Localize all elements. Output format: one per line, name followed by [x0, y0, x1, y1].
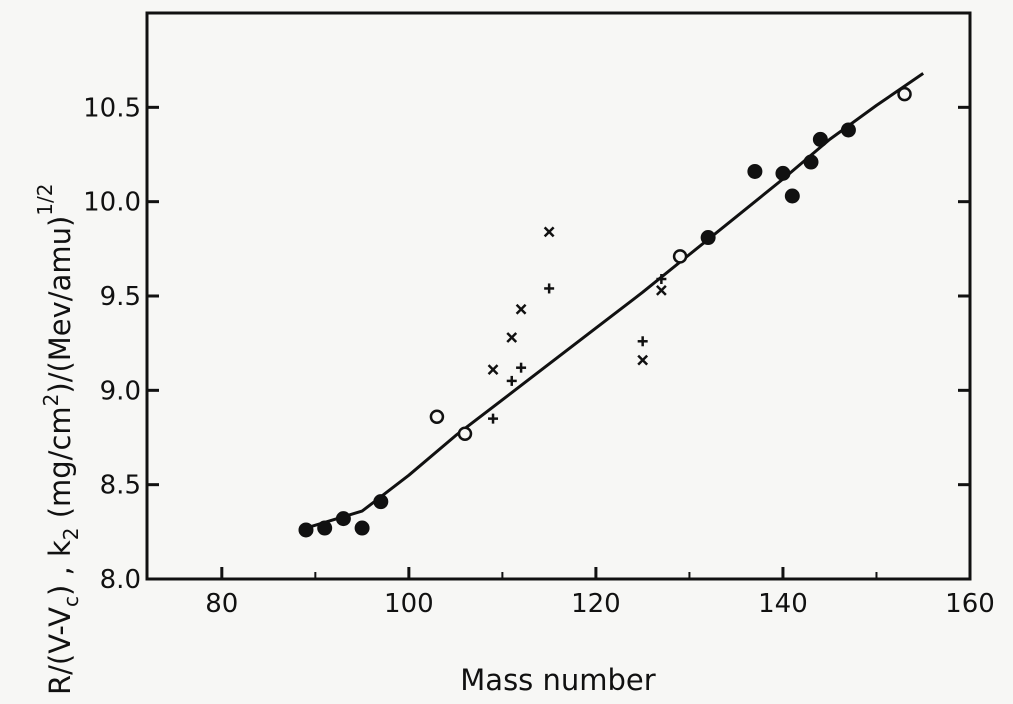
plus-marker-point — [506, 375, 517, 386]
x-marker-point — [487, 364, 499, 375]
filled-circle-point — [354, 520, 370, 536]
y-axis-title: R/(V-Vc) , k2 (mg/cm2)/(Mev/amu)1/2 — [33, 184, 83, 695]
open-circle-point — [429, 409, 445, 424]
y-tick-label: 10.0 — [83, 188, 141, 218]
y-axis-title-mid: ) , k — [43, 540, 77, 596]
y-axis-ticks: 8.0 8.5 9.0 9.5 10.0 10.5 — [83, 93, 970, 595]
plus-marker-point — [516, 362, 527, 373]
open-circle-point — [457, 426, 473, 441]
filled-circle-point — [803, 154, 819, 170]
x-tick-label: 120 — [571, 589, 621, 619]
y-axis-title-main: R/(V-V — [43, 607, 77, 695]
x-marker-point — [655, 284, 667, 296]
plus-marker-point — [637, 336, 648, 347]
filled-circle-point — [775, 165, 791, 181]
y-axis-title-sub-c: c — [59, 596, 83, 607]
plus-marker-point — [488, 413, 499, 424]
filled-circle-point — [784, 188, 800, 204]
y-axis-title-units-close: )/(Mev/amu) — [43, 216, 77, 394]
y-axis-title-sup-2: 2 — [39, 394, 63, 407]
filled-circle-point — [747, 163, 763, 179]
fit-curve-line — [305, 72, 925, 530]
fit-curve-layer — [305, 72, 925, 530]
x-tick-label: 140 — [758, 589, 808, 619]
filled-circle-point — [335, 511, 351, 527]
x-tick-label: 80 — [205, 589, 238, 619]
x-marker-point — [543, 226, 555, 238]
filled-circle-point — [317, 520, 333, 536]
y-axis-title-exponent: 1/2 — [33, 184, 57, 216]
filled-circle-point — [812, 131, 828, 147]
filled-circle-point — [840, 122, 856, 138]
x-axis-title: Mass number — [460, 663, 655, 697]
y-tick-label: 9.5 — [100, 282, 141, 312]
plus-marker-point — [544, 283, 555, 294]
data-marks — [298, 86, 912, 538]
y-tick-label: 8.0 — [100, 565, 141, 595]
x-marker-point — [515, 303, 527, 315]
plus-marker-point — [656, 274, 667, 285]
y-axis-title-units-open: (mg/cm — [43, 406, 77, 527]
x-tick-label: 100 — [384, 589, 434, 619]
x-tick-label: 160 — [945, 589, 995, 619]
y-tick-label: 10.5 — [83, 93, 141, 123]
x-marker-point — [506, 332, 518, 343]
open-circle-point — [897, 86, 912, 102]
filled-circle-point — [298, 522, 314, 538]
x-marker-point — [637, 354, 649, 366]
y-axis-title-sub-2: 2 — [59, 528, 83, 541]
open-circle-point — [672, 249, 688, 264]
filled-circle-point — [700, 230, 716, 246]
y-tick-label: 9.0 — [100, 376, 141, 406]
y-tick-label: 8.5 — [100, 471, 141, 501]
x-axis-ticks: 80 100 120 140 160 — [205, 567, 995, 619]
filled-circle-point — [373, 494, 389, 510]
plot-frame — [145, 11, 972, 581]
